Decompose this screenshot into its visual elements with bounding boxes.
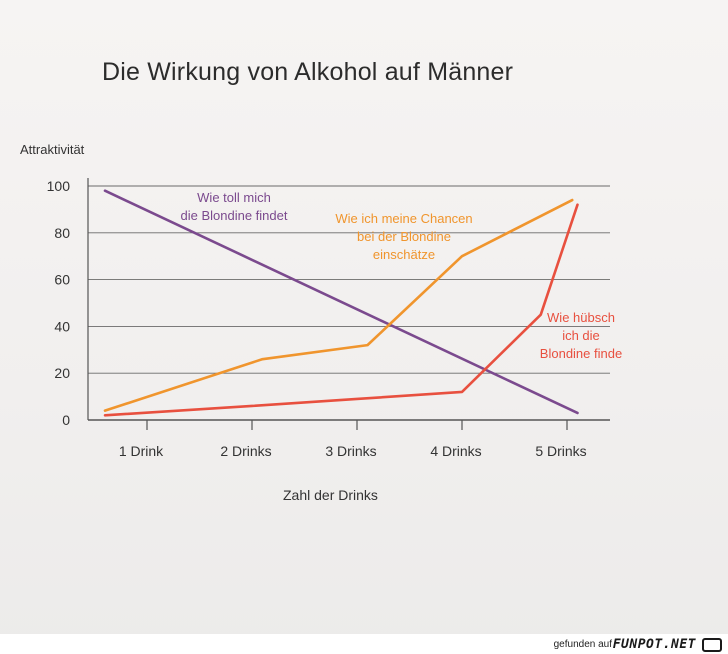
y-tick-label: 80 [54,225,70,241]
series-label-2: einschätze [373,247,435,262]
series-label-3: ich die [562,328,600,343]
y-tick-label: 40 [54,318,70,334]
y-tick-label: 100 [47,178,71,194]
series-line-1 [103,189,579,415]
x-tick-label: 4 Drinks [430,443,481,459]
series-label-3: Wie hübsch [547,310,615,325]
x-tick-label: 1 Drink [119,443,164,459]
y-tick-label: 60 [54,272,70,288]
chart-title: Die Wirkung von Alkohol auf Männer [102,58,514,86]
series-line-2 [103,198,574,412]
x-axis-label: Zahl der Drinks [283,487,378,503]
x-tick-label: 2 Drinks [220,443,271,459]
x-tick-label: 3 Drinks [325,443,376,459]
x-tick-label: 5 Drinks [535,443,586,459]
footer-logo[interactable]: FUNPOT.NET [612,637,696,652]
y-tick-label: 20 [54,365,70,381]
series-label-3: Blondine finde [540,346,622,361]
series-label-2: Wie ich meine Chancen [335,211,472,226]
funpot-logo-icon [702,638,722,652]
y-tick-label: 0 [62,412,70,428]
footer-bar: gefunden auf FUNPOT.NET [0,634,728,654]
series-label-1: Wie toll mich [197,190,271,205]
y-axis-label: Attraktivität [20,142,85,157]
footer-text: gefunden auf [553,639,612,650]
series-line-3 [103,203,579,417]
series-label-2: bei der Blondine [357,229,451,244]
series-label-1: die Blondine findet [181,208,288,223]
